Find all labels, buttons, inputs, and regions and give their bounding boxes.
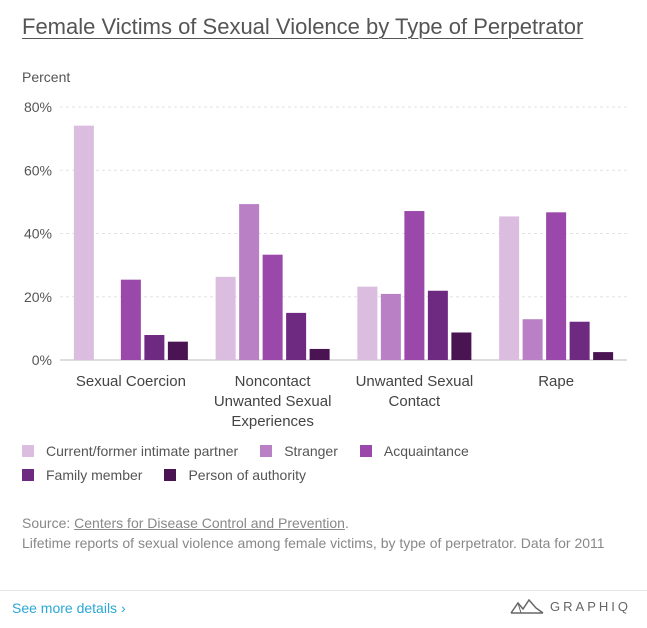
legend-item: Family member	[22, 467, 142, 483]
bar	[451, 332, 472, 360]
legend-item: Current/former intimate partner	[22, 443, 238, 459]
legend-label: Acquaintance	[383, 443, 469, 459]
bar	[522, 319, 543, 360]
legend-label: Current/former intimate partner	[46, 443, 239, 459]
footer-divider	[0, 590, 647, 591]
bar	[215, 276, 236, 360]
y-tick-label: 80%	[24, 99, 52, 115]
brand-name: GRAPHIQ	[550, 598, 631, 614]
y-axis-label: Percent	[22, 69, 71, 85]
legend-item: Stranger	[260, 443, 338, 459]
legend: Current/former intimate partner Stranger A…	[22, 443, 502, 483]
x-tick-label: Unwanted Sexual	[214, 393, 332, 410]
bar	[404, 211, 425, 360]
source-line: Source: Centers for Disease Control and …	[22, 513, 349, 533]
legend-label: Person of authority	[188, 467, 306, 483]
bar	[167, 341, 188, 360]
bar	[120, 279, 141, 360]
bar	[144, 335, 165, 360]
legend-swatch	[260, 445, 273, 457]
bar	[546, 212, 567, 360]
graphiq-mountain-icon	[510, 598, 544, 614]
legend-swatch	[22, 469, 34, 481]
bar	[357, 286, 378, 360]
x-tick-label: Rape	[538, 373, 574, 390]
bar	[309, 348, 330, 360]
x-tick-label: Unwanted Sexual	[356, 373, 474, 390]
chart-title[interactable]: Female Victims of Sexual Violence by Typ…	[22, 14, 584, 39]
bar	[593, 352, 614, 360]
x-tick-label: Sexual Coercion	[76, 373, 186, 390]
bar	[286, 312, 307, 360]
x-tick-label: Experiences	[231, 413, 314, 430]
bar	[427, 290, 448, 360]
legend-swatch	[359, 445, 372, 457]
bar	[499, 216, 520, 360]
legend-label: Stranger	[284, 443, 338, 459]
x-tick-label: Contact	[389, 393, 442, 410]
legend-item: Acquaintance	[359, 443, 469, 459]
legend-swatch	[22, 445, 34, 457]
bar	[380, 293, 401, 360]
chart-note: Lifetime reports of sexual violence amon…	[22, 535, 605, 551]
y-tick-label: 40%	[24, 226, 52, 242]
source-link[interactable]: Centers for Disease Control and Preventi…	[74, 515, 345, 531]
legend-label: Family member	[46, 467, 143, 483]
y-tick-label: 0%	[32, 352, 52, 368]
bar	[73, 125, 94, 360]
bar-chart: 0% 20% 40% 60% 80% Sexual Coercion Noncontact U…	[24, 99, 627, 430]
source-prefix: Source:	[22, 515, 75, 531]
bar	[239, 204, 260, 360]
source-suffix: .	[344, 515, 349, 531]
legend-swatch	[164, 469, 177, 481]
y-tick-label: 20%	[24, 289, 52, 305]
graphiq-logo[interactable]: GRAPHIQ	[510, 598, 631, 614]
bar	[262, 254, 283, 360]
see-more-details-link[interactable]: See more details ›	[12, 600, 126, 616]
legend-item: Person of authority	[164, 467, 306, 483]
x-tick-label: Noncontact	[235, 373, 312, 390]
y-tick-label: 60%	[24, 162, 52, 178]
bar	[569, 321, 590, 360]
